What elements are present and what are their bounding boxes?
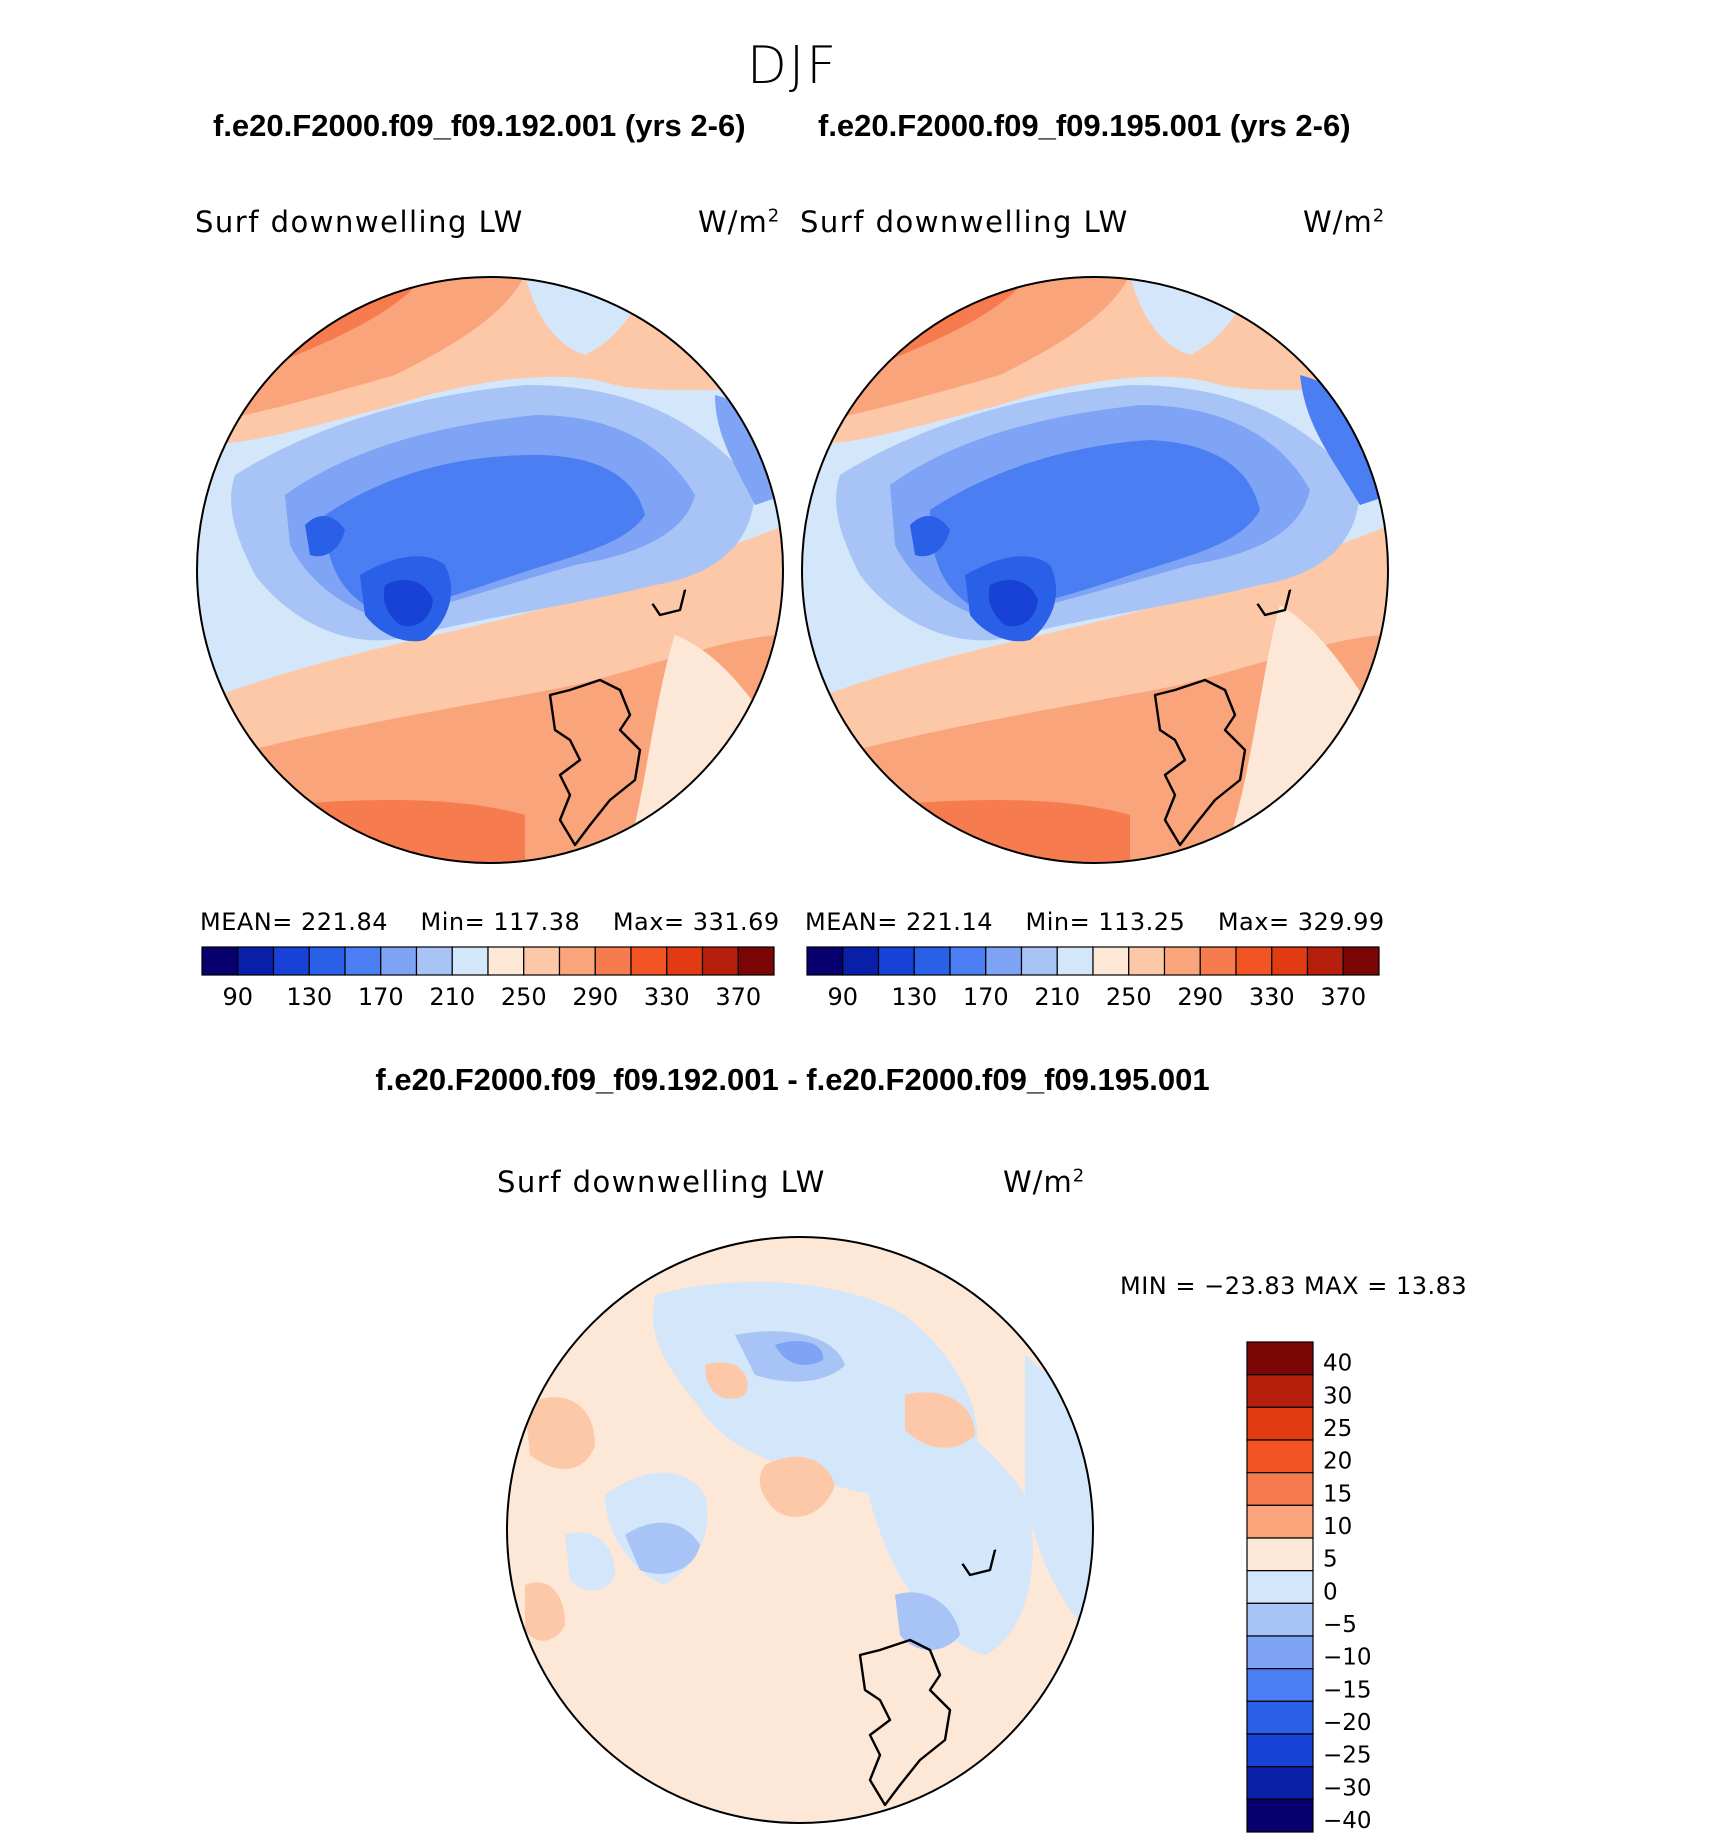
colorbar-swatch [1246, 1668, 1314, 1702]
panel-1-polar-map [196, 276, 784, 864]
colorbar-tick-label: 40 [1323, 1351, 1352, 1377]
panel-1-variable-label: Surf downwelling LW [195, 205, 524, 239]
colorbar-tick-label: 10 [1323, 1514, 1352, 1540]
colorbar-swatch [344, 946, 382, 976]
colorbar-tick-label: 90 [827, 983, 858, 1011]
colorbar-swatch [877, 946, 915, 976]
colorbar-tick-label: 25 [1323, 1416, 1352, 1442]
colorbar-swatch [842, 946, 880, 976]
case-title-right: f.e20.F2000.f09_f09.195.001 (yrs 2-6) [818, 108, 1351, 143]
colorbar-swatch [1246, 1504, 1314, 1539]
diff-units: W/m2 [1003, 1165, 1086, 1199]
colorbar-tick-label: −10 [1323, 1645, 1372, 1671]
panel-2-variable-label: Surf downwelling LW [800, 205, 1129, 239]
panel-2-stats: MEAN= 221.14 Min= 113.25 Max= 329.99 [805, 908, 1385, 936]
colorbar-tick-label: −20 [1323, 1710, 1372, 1736]
panel-2-colorbar: 90 130 170 210 250 290 330 370 [806, 946, 1380, 1011]
colorbar-swatch [523, 946, 561, 976]
diff-variable-label: Surf downwelling LW [497, 1165, 826, 1199]
colorbar-swatch [666, 946, 704, 976]
colorbar-swatch [272, 946, 310, 976]
colorbar-tick-label: 370 [715, 983, 761, 1011]
panel-1-colorbar: 90 130 170 210 250 290 330 370 [201, 946, 775, 1011]
colorbar-tick-label: 250 [1106, 983, 1152, 1011]
colorbar-swatch [1056, 946, 1094, 976]
difference-title: f.e20.F2000.f09_f09.192.001 - f.e20.F200… [375, 1062, 1210, 1097]
panel-2-polar-map [801, 276, 1389, 864]
colorbar-swatch [1163, 946, 1201, 976]
colorbar-tick-label: 5 [1323, 1547, 1338, 1573]
colorbar-tick-label: 170 [963, 983, 1009, 1011]
colorbar-swatch [1246, 1766, 1314, 1800]
colorbar-swatch [1246, 1635, 1314, 1670]
colorbar-tick-label: 170 [358, 983, 404, 1011]
diff-min-max: MIN = −23.83 MAX = 13.83 [1120, 1272, 1468, 1300]
colorbar-swatch [985, 946, 1023, 976]
colorbar-swatch [1128, 946, 1166, 976]
colorbar-swatch [1246, 1700, 1314, 1735]
panel-1-stats: MEAN= 221.84 Min= 117.38 Max= 331.69 [200, 908, 780, 936]
colorbar-swatch [1246, 1406, 1314, 1441]
colorbar-swatch [594, 946, 632, 976]
colorbar-swatch [949, 946, 987, 976]
colorbar-tick-label: 90 [222, 983, 253, 1011]
difference-polar-map [506, 1236, 1094, 1824]
colorbar-swatch [1271, 946, 1309, 976]
colorbar-swatch [1235, 946, 1273, 976]
diff-map-fill [507, 1237, 1093, 1823]
colorbar-tick-label: 210 [429, 983, 475, 1011]
colorbar-swatch [1306, 946, 1344, 976]
colorbar-swatch [1246, 1341, 1314, 1376]
colorbar-tick-label: 330 [1249, 983, 1295, 1011]
colorbar-swatch [1092, 946, 1130, 976]
colorbar-tick-label: 30 [1323, 1383, 1352, 1409]
colorbar-swatch [1246, 1798, 1314, 1833]
colorbar-swatch [380, 946, 418, 976]
season-title: DJF [746, 36, 839, 96]
colorbar-swatch [630, 946, 668, 976]
diff-colorbar: 40 30 25 20 15 10 5 0 −5 −10 −15 −20 −25 −30 −40 [1246, 1341, 1372, 1834]
colorbar-swatch [1342, 946, 1380, 976]
colorbar-tick-label: 20 [1323, 1449, 1352, 1475]
colorbar-swatch [308, 946, 346, 976]
colorbar-swatch [1246, 1602, 1314, 1637]
colorbar-tick-label: −30 [1323, 1775, 1372, 1801]
colorbar-swatch [237, 946, 275, 976]
colorbar-swatch [1246, 1537, 1314, 1572]
colorbar-swatch [1020, 946, 1058, 976]
colorbar-swatch [487, 946, 525, 976]
panel-1-units: W/m2 [698, 205, 781, 239]
colorbar-tick-label: 210 [1034, 983, 1080, 1011]
colorbar-tick-label: 370 [1320, 983, 1366, 1011]
panel-2-units: W/m2 [1303, 205, 1386, 239]
colorbar-tick-label: 0 [1323, 1579, 1338, 1605]
colorbar-tick-label: −40 [1323, 1808, 1372, 1834]
colorbar-swatch [1246, 1439, 1314, 1474]
colorbar-swatch [737, 946, 775, 976]
colorbar-swatch [1246, 1472, 1314, 1506]
colorbar-tick-label: 290 [1177, 983, 1223, 1011]
colorbar-swatch [806, 946, 844, 976]
colorbar-tick-label: 130 [286, 983, 332, 1011]
colorbar-swatch [1246, 1374, 1314, 1408]
colorbar-swatch [1246, 1733, 1314, 1768]
colorbar-swatch [913, 946, 951, 976]
colorbar-swatch [558, 946, 596, 976]
colorbar-tick-label: 15 [1323, 1481, 1352, 1507]
colorbar-tick-label: −5 [1323, 1612, 1357, 1638]
colorbar-tick-label: 130 [891, 983, 937, 1011]
colorbar-swatch [451, 946, 489, 976]
case-title-left: f.e20.F2000.f09_f09.192.001 (yrs 2-6) [213, 108, 746, 143]
colorbar-swatch [1199, 946, 1237, 976]
colorbar-tick-label: 290 [572, 983, 618, 1011]
colorbar-swatch [201, 946, 239, 976]
colorbar-tick-label: 250 [501, 983, 547, 1011]
colorbar-swatch [1246, 1570, 1314, 1604]
colorbar-tick-label: −15 [1323, 1677, 1372, 1703]
colorbar-swatch [701, 946, 739, 976]
colorbar-tick-label: −25 [1323, 1743, 1372, 1769]
colorbar-swatch [415, 946, 453, 976]
colorbar-tick-label: 330 [644, 983, 690, 1011]
